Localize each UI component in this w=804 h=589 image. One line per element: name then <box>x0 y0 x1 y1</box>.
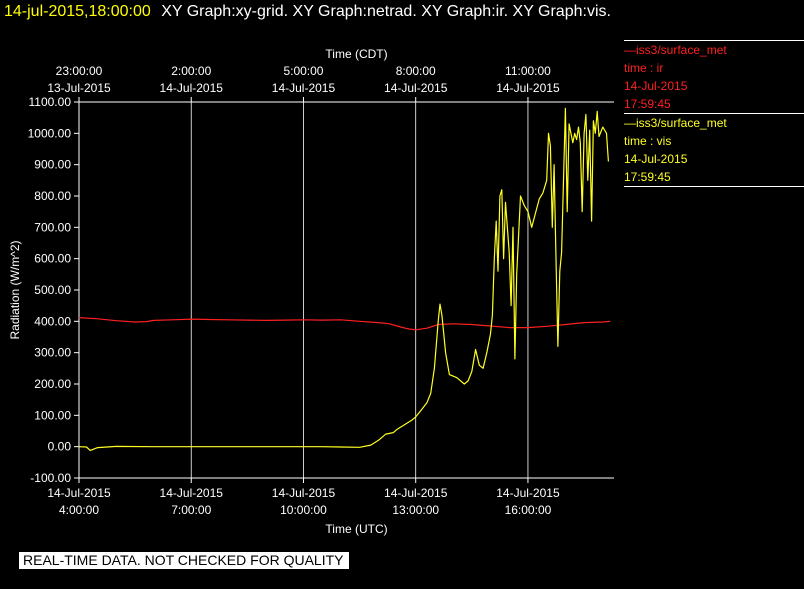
x-top-tick-label-date: 14-Jul-2015 <box>160 81 224 95</box>
y-tick-label: -100.00 <box>30 471 71 485</box>
x-top-tick-label-time: 5:00:00 <box>283 64 323 78</box>
legend-entry-ir: —iss3/surface_met time : ir 14-Jul-2015 … <box>624 41 804 113</box>
legend-time: 17:59:45 <box>624 170 671 184</box>
y-tick-label: 500.00 <box>34 283 71 297</box>
series-line-ir <box>78 317 611 331</box>
legend-series-name: —iss3/surface_met <box>624 116 727 130</box>
x-tick-label-date: 14-Jul-2015 <box>160 486 224 500</box>
legend-variable: time : vis <box>624 134 672 148</box>
x-tick-label-date: 14-Jul-2015 <box>384 486 448 500</box>
y-tick-label: 0.00 <box>48 440 72 454</box>
y-tick-label: 300.00 <box>34 346 71 360</box>
legend-series-name: —iss3/surface_met <box>624 43 727 57</box>
y-tick-label: 100.00 <box>34 408 71 422</box>
x-tick-label-time: 13:00:00 <box>392 503 439 517</box>
series-line-vis <box>78 107 609 451</box>
legend: —iss3/surface_met time : ir 14-Jul-2015 … <box>624 40 804 187</box>
legend-time: 17:59:45 <box>624 97 671 111</box>
legend-date: 14-Jul-2015 <box>624 79 688 93</box>
x-top-tick-label-time: 8:00:00 <box>396 64 436 78</box>
x-top-tick-label-date: 14-Jul-2015 <box>496 81 560 95</box>
y-tick-label: 200.00 <box>34 377 71 391</box>
x-tick-label-time: 10:00:00 <box>280 503 327 517</box>
x-tick-label-date: 14-Jul-2015 <box>272 486 336 500</box>
x-top-tick-label-date: 13-Jul-2015 <box>47 81 111 95</box>
x-tick-label-time: 4:00:00 <box>59 503 99 517</box>
y-tick-label: 1100.00 <box>29 95 72 109</box>
x-axis-title: Time (UTC) <box>325 522 387 536</box>
x-top-tick-label-time: 23:00:00 <box>56 64 103 78</box>
x-tick-label-time: 16:00:00 <box>505 503 552 517</box>
quality-disclaimer: REAL-TIME DATA. NOT CHECKED FOR QUALITY <box>19 552 350 569</box>
legend-entry-vis: —iss3/surface_met time : vis 14-Jul-2015… <box>624 114 804 186</box>
x-tick-label-time: 7:00:00 <box>171 503 211 517</box>
legend-separator <box>624 186 804 187</box>
x-top-tick-label-time: 11:00:00 <box>505 64 551 78</box>
header-timestamp: 14-jul-2015,18:00:00 <box>4 3 151 20</box>
x-top-tick-label-date: 14-Jul-2015 <box>384 81 448 95</box>
y-tick-label: 1000.00 <box>28 126 72 140</box>
graph-header: 14-jul-2015,18:00:00 XY Graph:xy-grid. X… <box>4 3 611 21</box>
y-tick-label: 700.00 <box>34 220 71 234</box>
y-tick-label: 900.00 <box>34 158 71 172</box>
x-axis-top-title: Time (CDT) <box>325 47 387 61</box>
legend-separator <box>624 113 804 114</box>
x-tick-label-date: 14-Jul-2015 <box>47 486 111 500</box>
legend-variable: time : ir <box>624 61 664 75</box>
x-top-tick-label-date: 14-Jul-2015 <box>272 81 336 95</box>
y-axis-title: Radiation (W/m^2) <box>8 241 22 340</box>
x-top-tick-label-time: 2:00:00 <box>171 64 211 78</box>
y-tick-label: 600.00 <box>34 252 71 266</box>
legend-separator <box>624 40 804 41</box>
y-tick-label: 400.00 <box>34 314 71 328</box>
x-tick-label-date: 14-Jul-2015 <box>496 486 560 500</box>
header-titles: XY Graph:xy-grid. XY Graph:netrad. XY Gr… <box>161 3 611 20</box>
legend-date: 14-Jul-2015 <box>624 152 688 166</box>
y-tick-label: 800.00 <box>34 189 71 203</box>
